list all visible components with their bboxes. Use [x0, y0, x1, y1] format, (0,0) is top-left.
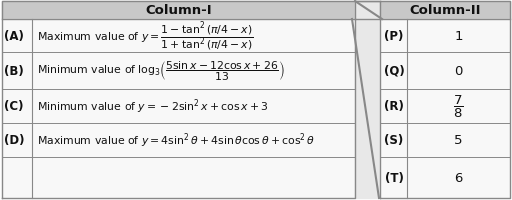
- Polygon shape: [380, 2, 510, 20]
- Text: $\dfrac{7}{8}$: $\dfrac{7}{8}$: [453, 93, 464, 119]
- Text: 1: 1: [454, 30, 463, 43]
- Text: Minimum value of $\log_{3}\!\left(\dfrac{5\sin x - 12\cos x + 26}{13}\right)$: Minimum value of $\log_{3}\!\left(\dfrac…: [37, 60, 285, 83]
- Text: 6: 6: [454, 171, 463, 184]
- Text: 0: 0: [454, 65, 463, 78]
- Text: (R): (R): [384, 100, 404, 113]
- Text: Column-II: Column-II: [409, 4, 481, 17]
- Text: (P): (P): [385, 30, 403, 43]
- Polygon shape: [2, 2, 355, 20]
- Text: (C): (C): [4, 100, 24, 113]
- Text: (B): (B): [4, 65, 24, 78]
- Polygon shape: [355, 2, 380, 198]
- Polygon shape: [2, 20, 355, 198]
- Text: (D): (D): [4, 134, 25, 147]
- Text: (Q): (Q): [383, 65, 404, 78]
- Text: Minimum value of $y = -2\sin^{2}x + \cos x + 3$: Minimum value of $y = -2\sin^{2}x + \cos…: [37, 97, 268, 116]
- Text: (S): (S): [385, 134, 403, 147]
- Text: 5: 5: [454, 134, 463, 147]
- Polygon shape: [380, 20, 510, 198]
- Text: Maximum value of $y = 4\sin^{2}\theta + 4\sin\theta\cos\theta + \cos^{2}\theta$: Maximum value of $y = 4\sin^{2}\theta + …: [37, 131, 315, 150]
- Text: Column-I: Column-I: [145, 4, 212, 17]
- Text: Maximum value of $y = \dfrac{1-\tan^{2}(\pi/4-x)}{1+\tan^{2}(\pi/4-x)}$: Maximum value of $y = \dfrac{1-\tan^{2}(…: [37, 20, 253, 53]
- Text: (A): (A): [4, 30, 24, 43]
- Text: (T): (T): [385, 171, 403, 184]
